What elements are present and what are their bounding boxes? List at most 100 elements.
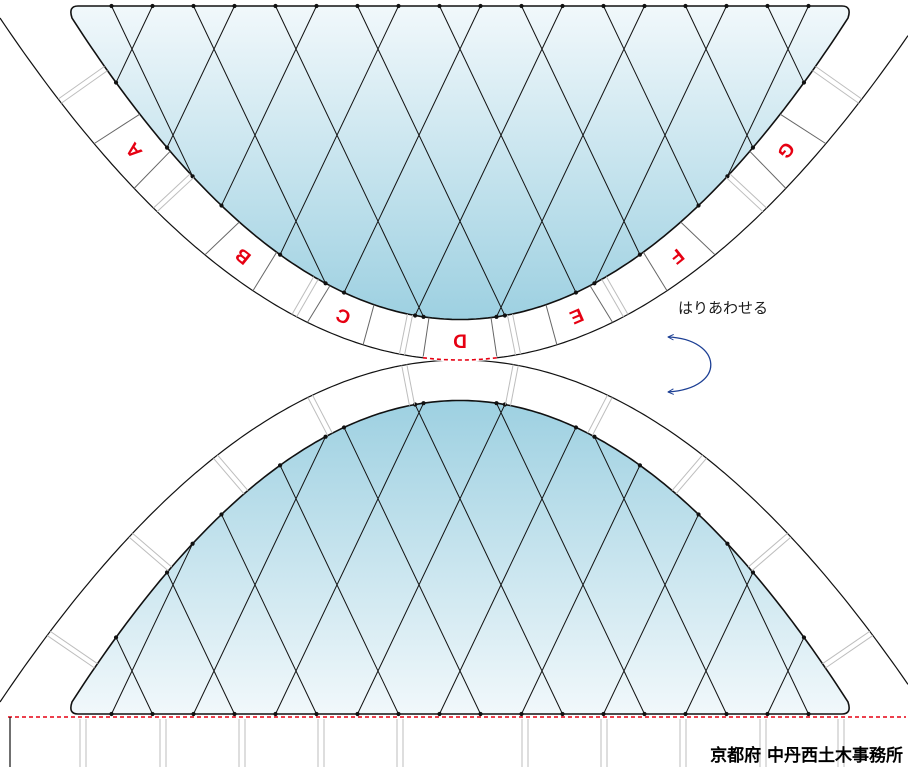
tab-label-g: G [773,138,799,163]
fold-mark-line [291,276,315,315]
lattice-joint-dot [478,3,483,9]
lattice-line [685,572,754,715]
fold-mark-line [296,279,319,318]
fold-marks [46,364,874,669]
tab-label-a: A [122,138,147,162]
fold-mark-line [401,365,410,406]
fold-mark-line [312,394,333,434]
lattice-joint-dot [724,3,729,9]
lattice-line [115,5,153,83]
center-cut-line [422,357,498,361]
lattice-line [115,637,153,715]
tab-edge-line [642,251,668,291]
fold-mark-line [671,454,703,491]
fold-mark-line [825,635,874,669]
fold-mark-line [512,313,522,355]
lattice-line [414,404,563,715]
lattice-joint-dot [113,80,119,85]
tab-edge-line [680,221,716,256]
fold-mark-line [587,394,608,434]
fold-mark-line [675,457,707,495]
lattice-joint-dot [150,3,155,9]
tab-edge-line [490,317,498,358]
tab-edge-line [252,251,278,291]
lattice-joint-dot [806,711,811,717]
fold-mark-line [60,70,108,104]
lattice-joint-dot [314,3,319,9]
lattice-joint-dot [219,203,224,208]
lattice-joint-dot [642,711,647,717]
tab-label-b: B [232,243,256,268]
fold-mark-line [217,454,249,491]
lattice-line [521,5,641,255]
lattice-joint-dot [314,711,319,717]
glass-outline [70,5,850,321]
lattice-joint-dot [396,3,401,9]
footer-credit: 京都府 中丹西土木事務所 [710,745,903,766]
fold-mark-line [605,276,629,315]
lattice-line [603,514,699,715]
fold-mark-line [156,177,195,213]
lattice-joint-dot [421,401,426,406]
fold-mark-line [128,536,169,572]
fold-mark-line [404,314,414,356]
lattice-joint-dot [232,3,237,9]
fold-mark-line [406,364,416,405]
lattice-joint-dot [801,635,807,640]
lattice-joint-dot [355,711,360,717]
lattice-line [726,543,809,715]
lattice-joint-dot [502,402,507,407]
lattice-joint-dot [750,570,756,575]
lattice-joint-dot [642,3,647,9]
lattice-line [439,5,577,293]
tab-label-e: E [566,303,586,327]
lattice-joint-dot [191,711,196,717]
lattice-line [496,5,645,318]
tab-label-c: C [333,303,354,328]
lattice-line [166,572,235,715]
lattice-joint-dot [191,3,196,9]
lattice-joint-dot [219,512,224,517]
fold-mark-line [153,173,191,209]
lattice-line [767,637,805,715]
lattice-line [603,5,699,206]
lattice-line [439,427,577,715]
fold-mark-line [46,635,95,669]
lattice-line [343,427,481,715]
lattice-joint-dot [601,711,606,717]
tab-edge-line [779,113,827,145]
lattice-joint-dot [109,3,114,9]
lattice-joint-dot [725,541,730,546]
lattice-joint-dot [355,3,360,9]
lattice-joint-dot [190,174,195,179]
tab-edge-line [362,304,375,345]
tab-label-f: F [665,244,687,268]
lattice-line [111,543,194,715]
glue-instruction-text: はりあわせる [678,299,768,317]
lattice-line [496,402,645,715]
lattice-joint-dot [765,3,770,9]
lattice-joint-dot [494,401,499,406]
fold-mark-line [307,397,329,436]
lattice-line [166,5,235,148]
lattice-joint-dot [421,314,426,319]
diamond-lattice [111,402,809,715]
fold-mark-line [58,65,105,100]
fold-mark-line [510,365,519,406]
lattice-joint-dot [323,434,328,439]
glass-outline [70,399,850,715]
tab-edge-line [589,285,613,323]
lattice-joint-dot [683,711,688,717]
lattice-line [685,5,754,148]
lattice-joint-dot [277,463,283,468]
lattice-joint-dot [519,711,524,717]
tab-edge-line [204,221,240,256]
fold-mark-line [815,65,862,100]
tab-edge-line [749,150,787,189]
lattice-joint-dot [801,80,807,85]
lattice-joint-dot [750,145,756,150]
fold-mark-line [213,457,245,495]
lattice-joint-dot [190,541,195,546]
fold-mark-line [729,173,767,209]
lattice-line [357,404,506,715]
